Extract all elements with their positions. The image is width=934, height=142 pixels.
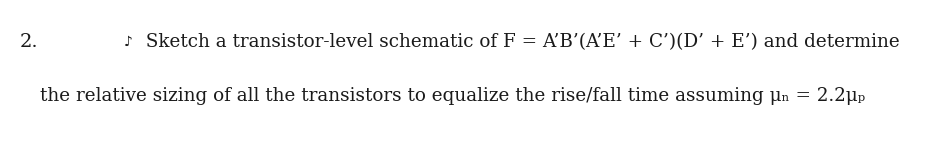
Text: the relative sizing of all the transistors to equalize the rise/fall time assumi: the relative sizing of all the transisto…: [40, 87, 865, 105]
Text: ♪: ♪: [123, 35, 133, 49]
Text: Sketch a transistor-level schematic of F = A’B’(A’E’ + C’)(D’ + E’) and determin: Sketch a transistor-level schematic of F…: [140, 33, 899, 51]
Text: 2.: 2.: [20, 33, 38, 51]
